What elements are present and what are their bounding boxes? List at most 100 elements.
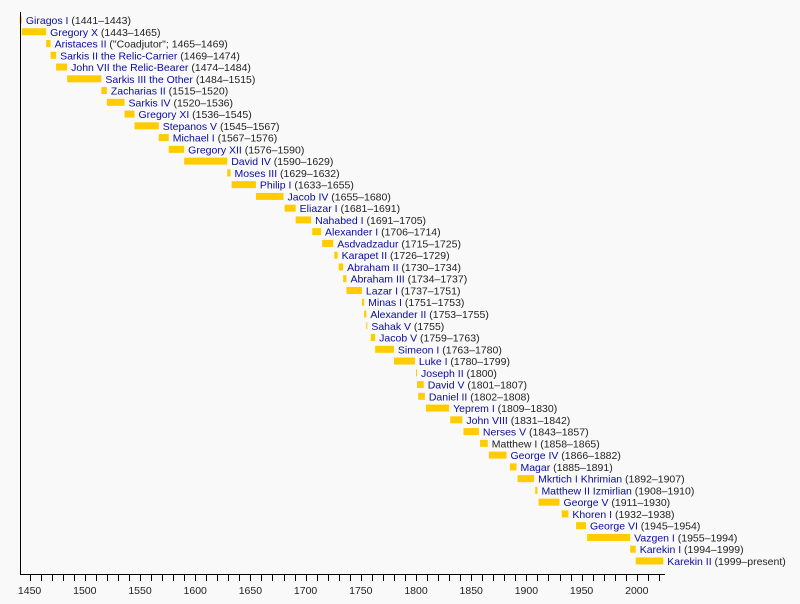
entry-name-link[interactable]: Stepanos V xyxy=(163,121,217,133)
entry-dates: (1800) xyxy=(464,368,497,380)
entry-name-link[interactable]: Gregory X xyxy=(50,27,98,39)
entry-name-link[interactable]: Jacob V xyxy=(379,333,417,345)
entry-name-link[interactable]: Giragos I xyxy=(26,15,69,27)
entry-dates: (1780–1799) xyxy=(448,356,510,368)
entry-name-link[interactable]: Alexander I xyxy=(325,227,378,239)
entry-name-link[interactable]: Aristaces II xyxy=(55,39,107,51)
entry-name-link[interactable]: Eliazar I xyxy=(300,203,338,215)
entry-label: Jacob V (1759–1763) xyxy=(379,333,479,345)
entry-name-link[interactable]: Philip I xyxy=(260,180,292,192)
entry-dates: (1515–1520) xyxy=(166,86,228,98)
timeline-bar xyxy=(255,192,284,200)
entry-dates: (1751–1753) xyxy=(402,297,464,309)
timeline-bar xyxy=(231,181,256,189)
entry-label: John VII the Relic-Bearer (1474–1484) xyxy=(71,62,251,74)
entry-dates: (1932–1938) xyxy=(612,509,674,521)
entry-dates: (1633–1655) xyxy=(291,180,353,192)
entry-name-link[interactable]: Michael I xyxy=(173,133,215,145)
entry-name-link[interactable]: Abraham III xyxy=(350,274,404,286)
entry-dates: (1730–1734) xyxy=(398,262,460,274)
entry-name-link[interactable]: Simeon I xyxy=(398,344,439,356)
entry-name-link[interactable]: George V xyxy=(564,497,609,509)
timeline-bar xyxy=(517,475,535,483)
entry-name-link[interactable]: Sahak V xyxy=(371,321,411,333)
entry-name-link[interactable]: Jacob IV xyxy=(288,191,329,203)
entry-label: David IV (1590–1629) xyxy=(231,156,333,168)
entry-name-link[interactable]: John VII the Relic-Bearer xyxy=(71,62,189,74)
entry-label: Joseph II (1800) xyxy=(421,368,497,380)
timeline-bar xyxy=(576,522,587,530)
x-tick-label: 1800 xyxy=(404,585,428,597)
x-tick-label: 2000 xyxy=(625,585,649,597)
entry-dates: (1545–1567) xyxy=(217,121,279,133)
entry-name-link[interactable]: Nahabed I xyxy=(315,215,363,227)
entry-dates: (1999–present) xyxy=(712,556,786,568)
entry-name-link[interactable]: Karekin II xyxy=(667,556,711,568)
entry-name-link[interactable]: Minas I xyxy=(368,297,402,309)
entry-name-link[interactable]: George VI xyxy=(590,521,638,533)
entry-name-link[interactable]: Moses III xyxy=(235,168,278,180)
entry-name-link[interactable]: Asdvadzadur xyxy=(337,238,399,250)
entry-dates: (1755) xyxy=(411,321,444,333)
entry-dates: (1655–1680) xyxy=(328,191,390,203)
entry-name-link[interactable]: David IV xyxy=(231,156,271,168)
entry-name-link[interactable]: Gregory XI xyxy=(138,109,189,121)
entry-name-link[interactable]: Khoren I xyxy=(572,509,612,521)
entry-name-link[interactable]: Magar xyxy=(520,462,550,474)
entry-name-link[interactable]: Lazar I xyxy=(366,285,398,297)
entry-name-link[interactable]: John VIII xyxy=(466,415,507,427)
entry-dates: (1802–1808) xyxy=(467,391,529,403)
entry-name-link[interactable]: Alexander II xyxy=(370,309,426,321)
entry-dates: (1474–1484) xyxy=(188,62,250,74)
entry-name-link[interactable]: Joseph II xyxy=(421,368,464,380)
entry-dates: (1536–1545) xyxy=(189,109,251,121)
entry-dates: (1715–1725) xyxy=(398,238,460,250)
timeline-bar xyxy=(338,263,344,271)
entry-label: Gregory X (1443–1465) xyxy=(50,27,160,39)
entry-name-link[interactable]: Karapet II xyxy=(342,250,388,262)
timeline-bar xyxy=(538,498,560,506)
entry-name-link[interactable]: Abraham II xyxy=(347,262,398,274)
entry-name-link[interactable]: Mkrtich I Khrimian xyxy=(538,474,622,486)
entry-name-link[interactable]: Zacharias II xyxy=(111,86,166,98)
entry-name-link[interactable]: Gregory XII xyxy=(188,144,242,156)
timeline-bar xyxy=(312,228,322,236)
timeline-bar xyxy=(416,369,417,377)
entry-name-link[interactable]: Sarkis III the Other xyxy=(105,74,193,86)
timeline-bar xyxy=(46,40,51,48)
timeline-bar xyxy=(346,286,362,294)
entry-name-link[interactable]: Nerses V xyxy=(483,427,526,439)
timeline-bar xyxy=(343,275,347,283)
timeline-bar xyxy=(158,134,169,142)
entry-name-link[interactable]: Daniel II xyxy=(429,391,468,403)
timeline-bar xyxy=(393,357,415,365)
entry-label: Daniel II (1802–1808) xyxy=(429,391,530,403)
entry-label: Matthew I (1858–1865) xyxy=(492,438,600,450)
entry-label: George V (1911–1930) xyxy=(564,497,671,509)
entry-name-link[interactable]: Yeprem I xyxy=(453,403,495,415)
entry-name-link[interactable]: Matthew II Izmirlian xyxy=(541,485,632,497)
entry-name-link[interactable]: George IV xyxy=(511,450,559,462)
entry-label: Jacob IV (1655–1680) xyxy=(288,191,391,203)
entry-name-link[interactable]: Karekin I xyxy=(640,544,681,556)
entry-name-link[interactable]: Sarkis IV xyxy=(129,97,171,109)
timeline-bar xyxy=(106,98,125,106)
timeline-bar xyxy=(509,463,517,471)
x-tick-label: 1550 xyxy=(128,585,152,597)
timeline-bar xyxy=(322,239,334,247)
entry-label: Simeon I (1763–1780) xyxy=(398,344,502,356)
entry-label: Matthew II Izmirlian (1908–1910) xyxy=(541,485,694,497)
entry-label: Aristaces II ("Coadjutor"; 1465–1469) xyxy=(55,39,228,51)
timeline-bar xyxy=(295,216,312,224)
entry-name-link[interactable]: Luke I xyxy=(419,356,448,368)
entry-name-link[interactable]: David V xyxy=(428,380,465,392)
entry-dates: (1567–1576) xyxy=(215,133,277,145)
timeline-bar xyxy=(227,169,231,177)
entry-name-link[interactable]: Vazgen I xyxy=(634,532,675,544)
entry-dates: (1590–1629) xyxy=(271,156,333,168)
entry-dates: (1443–1465) xyxy=(98,27,160,39)
timeline-bar xyxy=(630,545,636,553)
entry-label: Sarkis II the Relic-Carrier (1469–1474) xyxy=(60,50,240,62)
timeline-bar xyxy=(56,63,68,71)
entry-name-link[interactable]: Sarkis II the Relic-Carrier xyxy=(60,50,178,62)
